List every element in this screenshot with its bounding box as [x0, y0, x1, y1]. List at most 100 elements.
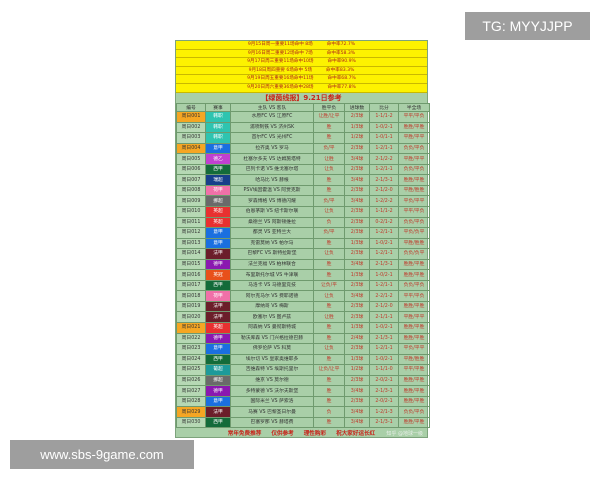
- table-row: 周日002 韩职 浦项制铁 VS 济州SK 胜 1/3球 1-0/2-1 胜胜/平胜: [176, 121, 430, 134]
- cell-match: PSV埃因霍温 VS 阿贾克斯: [230, 184, 314, 197]
- cell-lg: 葡超: [205, 364, 231, 376]
- cell-lg: 法甲: [205, 311, 231, 323]
- cell-pick: 让胜: [313, 153, 345, 165]
- cell-lg: 德甲: [205, 258, 231, 271]
- cell-goals: 1/3球: [344, 269, 370, 281]
- cell-id: 周日001: [176, 111, 206, 123]
- cell-lg: 意甲: [205, 227, 231, 239]
- column-header: 赛事: [205, 102, 231, 113]
- cell-id: 周日003: [176, 132, 206, 144]
- cell-id: 周日026: [176, 374, 206, 387]
- cell-score: 2-1/3-1: [369, 416, 399, 429]
- cell-pick: 让胜/让平: [313, 111, 345, 123]
- table-row: 周日025 葡超 吉维森特 VS 埃斯托里尔 让负/让平 1/2球 1-1/1-0 平平/平…: [176, 364, 430, 376]
- cell-pick: 胜: [313, 395, 345, 408]
- cell-ht: 胜胜/平胜: [398, 300, 430, 313]
- cell-match: 埃尔切 VS 皇家奥维耶多: [230, 353, 314, 366]
- cell-goals: 2/3球: [344, 111, 370, 123]
- cell-goals: 1/2球: [344, 364, 370, 376]
- cell-match: 马洛卡 VS 马德里竞技: [230, 279, 314, 292]
- cell-match: 维京 VS 莫尔德: [230, 374, 314, 387]
- cell-ht: 胜胜/平胜: [398, 121, 430, 134]
- cell-score: 1-2/1-3: [369, 406, 399, 418]
- cell-score: 2-1/1-1: [369, 311, 399, 323]
- cell-score: 1-1/1-2: [369, 111, 399, 123]
- cell-goals: 2/3球: [344, 227, 370, 239]
- cell-id: 周日012: [176, 227, 206, 239]
- cell-ht: 平负/负平: [398, 227, 430, 239]
- cell-id: 周日013: [176, 237, 206, 250]
- footer-slogans: 常年免费推荐 仅供参考 理性购彩 祝大家好运长红 知乎 @地球一级: [176, 428, 427, 440]
- cell-score: 1-0/2-1: [369, 322, 399, 334]
- cell-match: 勒沃库森 VS 门兴格拉德巴赫: [230, 332, 314, 345]
- cell-goals: 3/4球: [344, 406, 370, 418]
- cell-goals: 3/4球: [344, 258, 370, 271]
- hit-rate-stats: 9月15日周一重要11场命中 8场 命中率72.7% 9月16日周二重要12场命中 …: [176, 41, 427, 93]
- cell-pick: 胜: [313, 184, 345, 197]
- cell-id: 周日017: [176, 279, 206, 292]
- cell-pick: 胜: [313, 385, 345, 397]
- cell-match: 桑德兰 VS 阿斯顿维拉: [230, 216, 314, 229]
- cell-ht: 负负/负平: [398, 248, 430, 260]
- table-row: 周日009 挪超 罗森博格 VS 博德闪耀 负/平 3/4球 1-2/2-2 平负/平平: [176, 195, 430, 207]
- cell-pick: 胜: [313, 300, 345, 313]
- cell-lg: 荷甲: [205, 290, 231, 302]
- cell-goals: 2/3球: [344, 300, 370, 313]
- match-table: 编号 赛事 主队 VS 客队 胜平负 进球数 比分 半全场 周日001 韩职 水原FC VS 江…: [176, 102, 430, 429]
- cell-ht: 胜胜/平胜: [398, 416, 430, 429]
- stat-text: 9月18日周四重要 6场命中 5场: [248, 67, 313, 73]
- cell-id: 周日019: [176, 300, 206, 313]
- cell-pick: 负: [313, 406, 345, 418]
- cell-ht: 胜胜/平胜: [398, 395, 430, 408]
- cell-match: 都灵 VS 亚特兰大: [230, 227, 314, 239]
- cell-ht: 胜胜/平胜: [398, 332, 430, 345]
- table-row: 周日029 法甲 马赛 VS 巴黎圣日尔曼负 3/4球 1-2/1-3 负负/平负: [176, 406, 430, 418]
- table-row: 周日021 英超 阿森纳 VS 曼彻斯特城胜 1/3球 1-0/2-1 胜胜/平胜: [176, 322, 430, 334]
- table-row: 周日016 英冠 布里斯托尔城 VS 牛津联胜 1/3球 1-0/2-1 胜胜/平胜: [176, 269, 430, 281]
- tips-sheet: 9月15日周一重要11场命中 8场 命中率72.7% 9月16日周二重要12场命中 …: [175, 40, 430, 440]
- cell-lg: 韩职: [205, 111, 231, 123]
- cell-match: 国际米兰 VS 萨索洛: [230, 395, 314, 408]
- cell-pick: 胜: [313, 237, 345, 250]
- cell-lg: 挪超: [205, 374, 231, 387]
- cell-lg: 英超: [205, 216, 231, 229]
- column-header: 编号: [176, 102, 206, 113]
- cell-ht: 平胜/胜胜: [398, 353, 430, 366]
- column-header: 半全场: [398, 102, 430, 113]
- cell-id: 周日009: [176, 195, 206, 207]
- cell-id: 周日005: [176, 153, 206, 165]
- cell-score: 1-0/2-1: [369, 353, 399, 366]
- cell-ht: 平胜/胜胜: [398, 184, 430, 197]
- cell-lg: 英冠: [205, 269, 231, 281]
- cell-match: 欧塞尔 VS 图卢兹: [230, 311, 314, 323]
- cell-ht: 平胜/平平: [398, 311, 430, 323]
- cell-goals: 2/3球: [344, 216, 370, 229]
- cell-lg: 意甲: [205, 142, 231, 155]
- cell-match: 首尔FC VS 光州FC: [230, 132, 314, 144]
- cell-ht: 胜胜/平胜: [398, 258, 430, 271]
- table-row: 周日024 西甲 埃尔切 VS 皇家奥维耶多胜 1/3球 1-0/2-1 平胜/胜胜: [176, 353, 430, 366]
- cell-match: 阿森纳 VS 曼彻斯特城: [230, 322, 314, 334]
- stat-text: 9月15日周一重要11场命中 8场: [247, 42, 313, 47]
- stat-row: 9月17日周三重要11场命中10场 命中率90.9%: [176, 58, 427, 67]
- cell-lg: 英超: [205, 206, 231, 218]
- cell-id: 周日018: [176, 290, 206, 302]
- cell-score: 1-1/1-0: [369, 364, 399, 376]
- cell-score: 2-1/3-1: [369, 258, 399, 271]
- table-row: 周日005 德乙 杜塞尔多夫 VS 达姆施塔特 让胜 3/4球 2-1/2-2 平胜/平平: [176, 153, 430, 165]
- sheet-title: 【绿茵线报】9.21日参考: [176, 92, 427, 103]
- cell-score: 2-1/3-1: [369, 174, 399, 186]
- cell-goals: 1/3球: [344, 237, 370, 250]
- cell-match: 法兰克福 VS 柏林联合: [230, 258, 314, 271]
- cell-match: 巴列卡诺 VS 维戈塞尔塔: [230, 163, 314, 176]
- stat-text: 9月20日周六重要36场命中28场: [247, 84, 314, 90]
- cell-pick: 胜: [313, 374, 345, 387]
- cell-match: 吉维森特 VS 埃斯托里尔: [230, 364, 314, 376]
- table-row: 周日019 法甲 摩纳哥 VS 梅斯胜 2/3球 2-1/2-0 胜胜/平胜: [176, 300, 430, 313]
- cell-ht: 平平/平负: [398, 290, 430, 302]
- cell-goals: 2/3球: [344, 343, 370, 355]
- cell-lg: 意甲: [205, 237, 231, 250]
- cell-goals: 2/3球: [344, 395, 370, 408]
- stat-row: 9月15日周一重要11场命中 8场 命中率72.7%: [176, 41, 427, 50]
- cell-score: 1-2/1-1: [369, 343, 399, 355]
